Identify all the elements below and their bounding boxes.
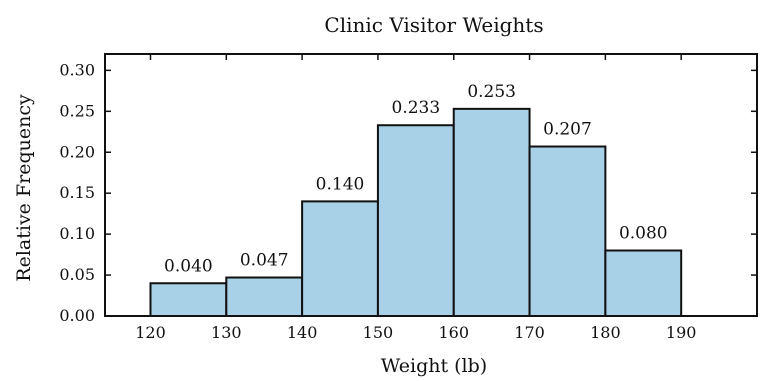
x-tick-label-190: 190: [666, 323, 697, 342]
bar-150-160: [376, 124, 455, 317]
y-tick-label-4: 0.20: [59, 142, 95, 161]
y-tick-label-0: 0.00: [59, 306, 95, 325]
x-axis-label: Weight (lb): [381, 355, 487, 377]
data-label-180-190: 0.080: [619, 224, 668, 244]
data-label-140-150: 0.140: [316, 174, 365, 194]
x-tick-label-180: 180: [590, 323, 621, 342]
data-labels-group: 0.040 0.047 0.140 0.233 0.253 0.207 0.080: [164, 82, 668, 276]
data-label-150-160: 0.233: [392, 98, 441, 118]
x-tick-label-170: 170: [514, 323, 545, 342]
y-tick-label-1: 0.05: [59, 265, 95, 284]
bars-group: [149, 107, 683, 317]
plot-frame: [104, 53, 758, 317]
data-label-130-140: 0.047: [240, 251, 289, 271]
y-tick-label-3: 0.15: [59, 183, 95, 202]
x-tick-label-160: 160: [438, 323, 469, 342]
bar-140-150: [301, 200, 379, 317]
x-tick-label-130: 130: [211, 323, 242, 342]
data-label-170-180: 0.207: [543, 120, 592, 140]
bar-170-180: [528, 145, 607, 317]
chart-title: Clinic Visitor Weights: [324, 13, 543, 37]
bar-160-170: [452, 107, 531, 317]
data-label-120-130: 0.040: [164, 256, 213, 276]
y-axis-label: Relative Frequency: [13, 94, 35, 282]
x-tick-label-140: 140: [287, 323, 318, 342]
bar-180-190: [604, 249, 683, 317]
bar-120-130: [149, 282, 228, 317]
x-tick-label-150: 150: [363, 323, 394, 342]
y-tick-label-5: 0.25: [59, 101, 95, 120]
y-tick-label-6: 0.30: [59, 60, 95, 79]
x-tick-label-120: 120: [135, 323, 166, 342]
ticks-group: 120 130 140 150 160 170 180 190 0.00 0.05 0.10 0.15…: [59, 54, 757, 342]
data-label-160-170: 0.253: [467, 82, 516, 102]
bar-130-140: [225, 276, 304, 317]
y-tick-label-2: 0.10: [59, 224, 95, 243]
